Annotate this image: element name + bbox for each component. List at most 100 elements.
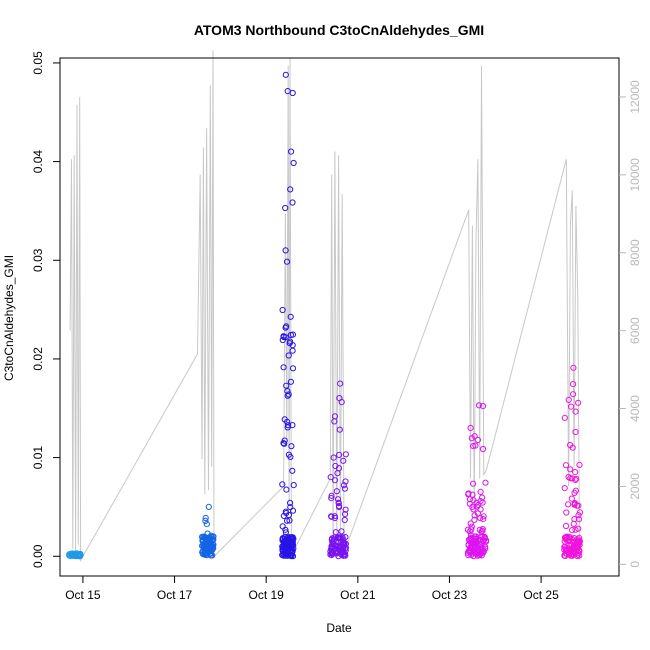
data-point — [576, 461, 583, 468]
series-flight-5 — [464, 402, 490, 560]
data-point — [469, 491, 476, 498]
data-point — [338, 528, 345, 535]
data-point — [288, 534, 295, 541]
series-flight-1 — [66, 550, 84, 560]
data-point — [475, 402, 483, 409]
data-point — [475, 501, 482, 509]
data-point — [561, 485, 568, 492]
data-point — [561, 546, 568, 553]
data-point — [341, 540, 348, 547]
data-point — [205, 503, 212, 510]
data-point — [287, 499, 294, 506]
data-point — [201, 548, 208, 555]
data-point — [290, 159, 297, 167]
data-point — [570, 381, 577, 388]
data-point — [287, 331, 294, 339]
data-point — [66, 551, 73, 558]
data-point — [336, 451, 343, 458]
data-point — [466, 496, 474, 503]
data-point — [470, 553, 477, 560]
points-layer — [66, 71, 584, 560]
data-point — [206, 537, 214, 544]
data-point — [340, 482, 347, 489]
data-point — [562, 462, 570, 469]
data-point — [562, 552, 569, 560]
data-point — [466, 500, 473, 507]
data-point — [482, 479, 489, 486]
data-point — [572, 476, 579, 483]
data-point — [327, 548, 334, 555]
data-point — [342, 478, 349, 485]
data-point — [575, 525, 582, 532]
data-point — [328, 492, 335, 499]
data-point — [289, 467, 296, 474]
x-axis: Oct 15 Oct 17 Oct 19 Oct 21 Oct 23 Oct 25 — [65, 575, 559, 602]
data-point — [575, 516, 583, 523]
data-point — [332, 462, 339, 470]
x-axis-label: Date — [326, 621, 352, 635]
data-point — [576, 541, 583, 548]
data-point — [328, 551, 335, 559]
series-flight-6 — [561, 364, 584, 560]
data-point — [482, 545, 489, 552]
data-point — [572, 408, 579, 415]
data-point — [570, 391, 577, 398]
x-tick-label: Oct 15 — [65, 588, 101, 602]
data-point — [280, 364, 287, 371]
data-point — [282, 247, 289, 254]
y2-tick-label: 8000 — [628, 239, 642, 266]
data-point — [481, 533, 488, 541]
data-point — [285, 352, 292, 359]
y2-tick-label: 4000 — [628, 395, 642, 422]
data-point — [283, 517, 291, 524]
data-point — [471, 433, 478, 440]
altitude-line — [69, 50, 581, 563]
data-point — [569, 444, 576, 451]
data-point — [207, 552, 214, 559]
data-point — [334, 470, 341, 477]
data-point — [571, 548, 578, 555]
data-point — [342, 451, 349, 458]
data-point — [289, 422, 296, 429]
data-point — [568, 403, 575, 410]
data-point — [328, 513, 335, 520]
data-point — [573, 475, 580, 482]
x-tick-label: Oct 21 — [340, 588, 376, 602]
data-point — [477, 515, 484, 522]
data-point — [283, 509, 290, 517]
data-point — [480, 513, 487, 520]
data-point — [570, 364, 577, 371]
data-point — [565, 396, 572, 403]
data-point — [468, 523, 475, 530]
data-point — [337, 380, 344, 387]
data-point — [467, 548, 474, 555]
data-point — [288, 549, 296, 556]
data-point — [467, 544, 474, 551]
data-point — [288, 148, 295, 155]
y2-tick-label: 12000 — [628, 80, 642, 114]
data-point — [199, 536, 206, 543]
data-point — [566, 533, 573, 541]
data-point — [336, 503, 343, 511]
y-tick-label: 0.03 — [31, 248, 45, 272]
data-point — [479, 403, 487, 410]
series-flight-4 — [327, 380, 349, 560]
data-point — [470, 443, 477, 450]
data-point — [287, 378, 294, 385]
data-point — [567, 466, 574, 473]
data-point — [284, 88, 291, 95]
y-tick-label: 0.01 — [31, 446, 45, 470]
data-point — [287, 313, 294, 320]
data-point — [575, 399, 582, 406]
data-point — [342, 544, 349, 551]
data-point — [340, 552, 347, 559]
data-point — [328, 495, 335, 502]
data-point — [480, 537, 487, 544]
data-point — [342, 506, 349, 513]
x-tick-label: Oct 19 — [249, 588, 285, 602]
data-point — [471, 548, 478, 555]
data-point — [474, 510, 481, 517]
data-point — [476, 537, 484, 544]
data-point — [329, 542, 336, 549]
